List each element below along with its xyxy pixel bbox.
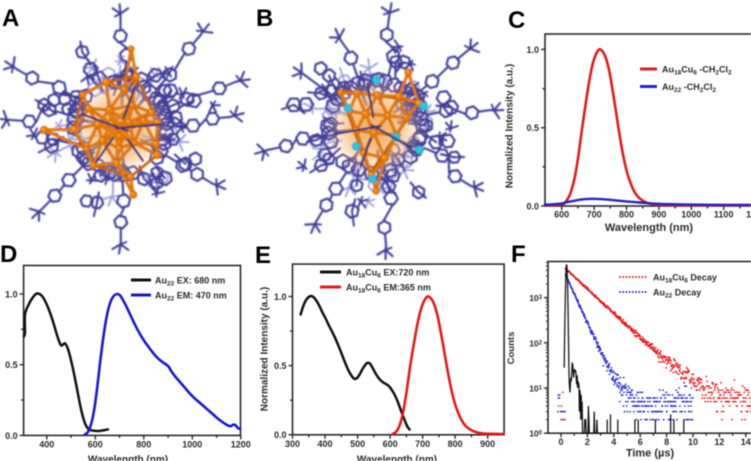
svg-text:700: 700 bbox=[587, 210, 602, 220]
svg-text:600: 600 bbox=[88, 439, 103, 449]
svg-text:Wavelength (nm): Wavelength (nm) bbox=[357, 455, 437, 461]
svg-text:700: 700 bbox=[415, 439, 430, 449]
svg-text:12: 12 bbox=[714, 437, 724, 447]
svg-text:E: E bbox=[255, 242, 271, 269]
svg-text:Au18Cu6 EX:720 nm: Au18Cu6 EX:720 nm bbox=[346, 268, 429, 280]
svg-text:Au18Cu6 Decay: Au18Cu6 Decay bbox=[653, 273, 717, 285]
svg-text:102: 102 bbox=[529, 338, 542, 348]
svg-text:500: 500 bbox=[350, 439, 365, 449]
svg-text:900: 900 bbox=[480, 439, 495, 449]
svg-text:C: C bbox=[508, 7, 525, 34]
svg-text:14: 14 bbox=[741, 437, 751, 447]
svg-text:Au18Cu6 EM:365 nm: Au18Cu6 EM:365 nm bbox=[346, 283, 431, 295]
svg-text:Au18Cu6 -CH2Cl2: Au18Cu6 -CH2Cl2 bbox=[662, 65, 732, 77]
svg-text:1.0: 1.0 bbox=[274, 292, 287, 302]
svg-text:800: 800 bbox=[136, 439, 151, 449]
svg-text:0.0: 0.0 bbox=[274, 430, 287, 440]
svg-text:0.5: 0.5 bbox=[5, 360, 18, 370]
svg-text:Normalized Intensity (a.u.): Normalized Intensity (a.u.) bbox=[505, 64, 516, 188]
svg-text:1100: 1100 bbox=[714, 210, 734, 220]
svg-text:800: 800 bbox=[619, 210, 634, 220]
svg-text:0.0: 0.0 bbox=[5, 431, 18, 441]
svg-text:101: 101 bbox=[529, 384, 542, 394]
svg-text:A: A bbox=[2, 5, 19, 32]
svg-text:103: 103 bbox=[529, 293, 542, 303]
svg-text:1200: 1200 bbox=[231, 439, 251, 449]
svg-text:400: 400 bbox=[317, 439, 332, 449]
svg-text:600: 600 bbox=[554, 210, 569, 220]
svg-text:Counts: Counts bbox=[506, 332, 517, 365]
svg-text:Wavelength (nm): Wavelength (nm) bbox=[605, 222, 694, 234]
svg-text:600: 600 bbox=[383, 439, 398, 449]
svg-text:0.5: 0.5 bbox=[526, 123, 539, 133]
svg-text:0.5: 0.5 bbox=[274, 361, 287, 371]
svg-text:Wavelength (nm): Wavelength (nm) bbox=[88, 455, 168, 461]
svg-text:1200: 1200 bbox=[746, 210, 751, 220]
svg-text:800: 800 bbox=[448, 439, 463, 449]
svg-text:2: 2 bbox=[585, 437, 590, 447]
svg-text:300: 300 bbox=[285, 439, 300, 449]
svg-text:1000: 1000 bbox=[681, 210, 701, 220]
svg-text:100: 100 bbox=[529, 429, 542, 439]
svg-text:1.0: 1.0 bbox=[526, 45, 539, 55]
svg-text:Normalized Intensity (a.u.): Normalized Intensity (a.u.) bbox=[260, 287, 271, 411]
svg-text:1000: 1000 bbox=[182, 439, 202, 449]
svg-text:4: 4 bbox=[611, 437, 616, 447]
svg-text:B: B bbox=[256, 5, 273, 32]
svg-text:F: F bbox=[511, 241, 526, 268]
svg-text:Au22 -CH2Cl2: Au22 -CH2Cl2 bbox=[662, 82, 716, 94]
svg-text:6: 6 bbox=[638, 437, 643, 447]
svg-text:400: 400 bbox=[39, 439, 54, 449]
svg-text:D: D bbox=[0, 241, 17, 268]
svg-text:Au22 Decay: Au22 Decay bbox=[653, 288, 701, 300]
svg-text:0.0: 0.0 bbox=[526, 201, 539, 211]
svg-text:8: 8 bbox=[664, 437, 669, 447]
svg-text:1.0: 1.0 bbox=[5, 289, 18, 299]
svg-text:Au22 EX: 680 nm: Au22 EX: 680 nm bbox=[155, 276, 225, 288]
svg-text:900: 900 bbox=[651, 210, 666, 220]
svg-text:Au22 EM: 470 nm: Au22 EM: 470 nm bbox=[155, 291, 227, 303]
svg-text:Time (µs): Time (µs) bbox=[626, 448, 675, 460]
svg-text:0: 0 bbox=[558, 437, 563, 447]
svg-text:10: 10 bbox=[688, 437, 698, 447]
